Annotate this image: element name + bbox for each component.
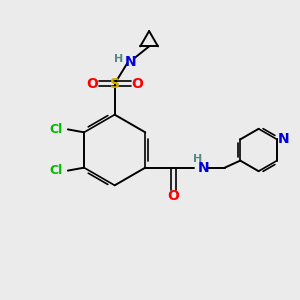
Text: S: S [110,77,120,91]
Text: H: H [193,154,202,164]
Text: Cl: Cl [50,123,63,136]
Text: H: H [114,54,123,64]
Text: N: N [278,132,289,146]
Text: Cl: Cl [50,164,63,177]
Text: O: O [86,77,98,91]
Text: N: N [125,55,137,69]
Text: O: O [131,77,143,91]
Text: O: O [167,189,179,202]
Text: N: N [198,161,209,175]
